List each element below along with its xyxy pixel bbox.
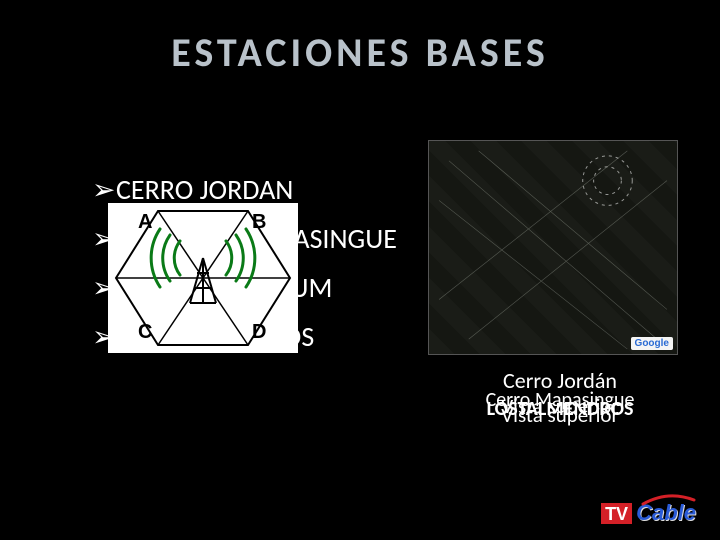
list-item-label: CERRO JORDAN (116, 172, 293, 207)
logo-tv-text: TV (601, 503, 632, 524)
map-attribution-label: Google (635, 338, 669, 349)
slide: ESTACIONES BASES ➢CERRO JORDAN ➢CERRO JO… (0, 0, 720, 540)
slide-title: ESTACIONES BASES (0, 28, 720, 77)
map-overlay-icon (429, 141, 677, 354)
tvcable-logo: TV Cable (601, 500, 696, 526)
caption-line: Vista superior (400, 405, 720, 426)
hexagon-diagram: A B C D (108, 203, 298, 353)
satellite-map: Google (428, 140, 678, 355)
hex-label-a: A (138, 211, 152, 234)
caption-stack: Cerro Jordán Cerro Mapasingue Vista supe… (400, 370, 720, 426)
hex-label-b: B (252, 211, 266, 234)
hexagon-svg (108, 203, 298, 353)
hex-label-c: C (138, 321, 152, 344)
logo-swoosh-icon (641, 494, 696, 506)
hex-label-d: D (252, 321, 266, 344)
map-attribution: Google (631, 337, 673, 350)
